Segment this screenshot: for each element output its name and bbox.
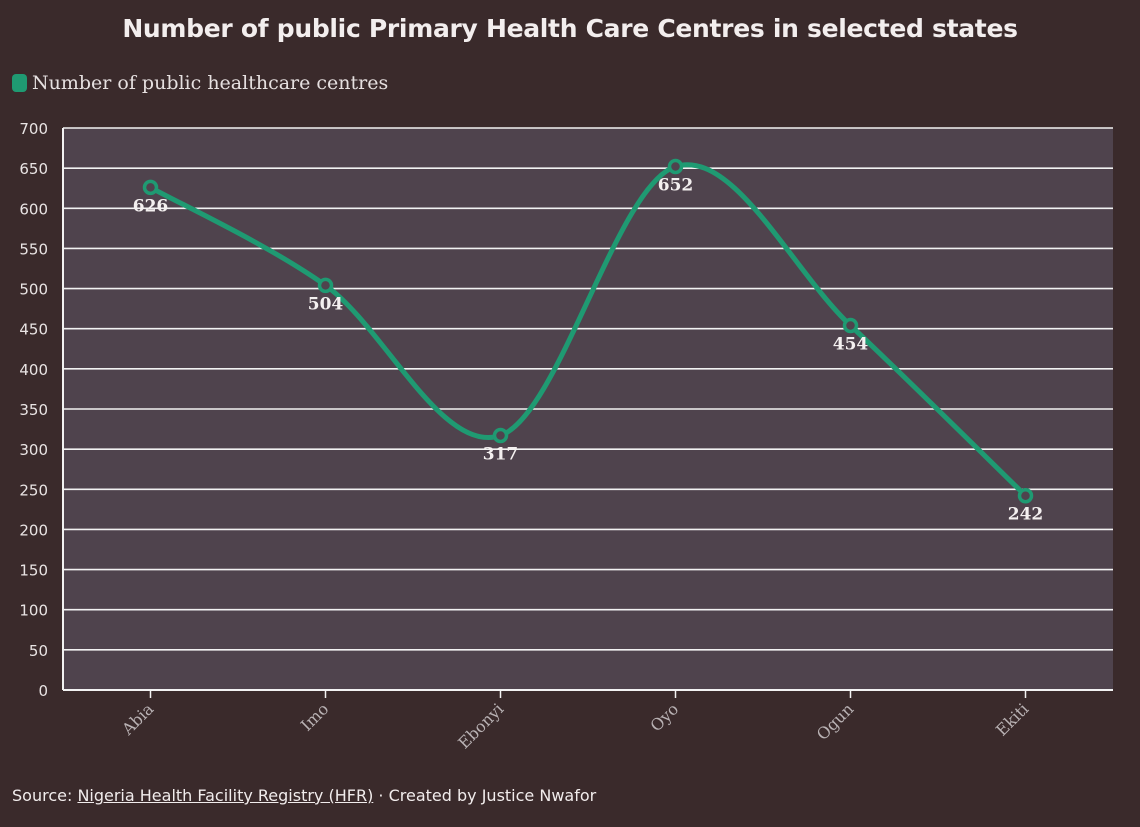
y-tick-label: 350 xyxy=(19,401,48,419)
source-link[interactable]: Nigeria Health Facility Registry (HFR) xyxy=(77,786,374,805)
x-tick-label: Oyo xyxy=(646,699,682,735)
footer-separator: · xyxy=(378,786,384,805)
data-label: 626 xyxy=(133,196,169,216)
footer: Source: Nigeria Health Facility Registry… xyxy=(12,786,596,805)
data-label: 242 xyxy=(1008,505,1044,525)
y-tick-label: 300 xyxy=(19,441,48,459)
data-point-marker xyxy=(1017,487,1034,504)
y-tick-label: 450 xyxy=(19,321,48,339)
data-point-marker xyxy=(142,179,159,196)
y-tick-label: 150 xyxy=(19,562,48,580)
y-tick-label: 200 xyxy=(19,521,48,539)
y-tick-label: 0 xyxy=(38,682,48,700)
y-tick-label: 600 xyxy=(19,200,48,218)
y-tick-label: 700 xyxy=(19,120,48,138)
chart-title: Number of public Primary Health Care Cen… xyxy=(122,14,1018,43)
x-tick-label: Abia xyxy=(117,699,157,739)
legend-swatch xyxy=(12,74,27,92)
source-prefix: Source: xyxy=(12,786,73,805)
y-tick-label: 650 xyxy=(19,160,48,178)
credit-text: Created by Justice Nwafor xyxy=(388,786,597,805)
x-tick-label: Ogun xyxy=(813,699,858,744)
data-point-marker xyxy=(317,277,334,294)
x-tick-label: Ebonyi xyxy=(454,699,507,752)
y-tick-label: 400 xyxy=(19,361,48,379)
y-tick-label: 250 xyxy=(19,481,48,499)
data-label: 504 xyxy=(308,294,344,314)
data-point-marker xyxy=(842,317,859,334)
legend-label: Number of public healthcare centres xyxy=(32,72,389,94)
y-tick-label: 500 xyxy=(19,281,48,299)
y-tick-label: 550 xyxy=(19,240,48,258)
data-label: 317 xyxy=(483,444,519,464)
x-tick-label: Ekiti xyxy=(992,699,1032,739)
legend[interactable]: Number of public healthcare centres xyxy=(12,72,388,94)
data-label: 652 xyxy=(658,176,694,196)
data-point-marker xyxy=(667,158,684,175)
y-tick-label: 50 xyxy=(29,642,48,660)
x-tick-label: Imo xyxy=(297,699,332,734)
y-tick-label: 100 xyxy=(19,602,48,620)
data-point-marker xyxy=(492,427,509,444)
data-label: 454 xyxy=(833,335,869,355)
